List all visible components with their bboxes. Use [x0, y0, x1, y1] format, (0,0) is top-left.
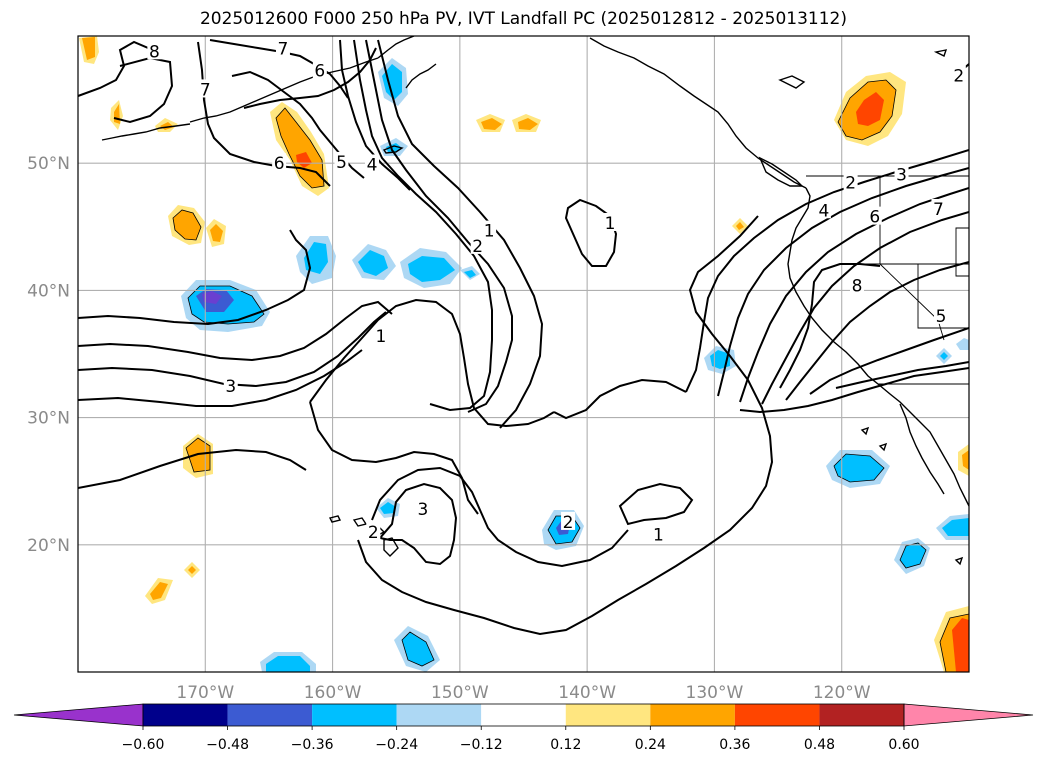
contour-label-halo: [223, 375, 238, 394]
colorbar-tick-label: −0.36: [291, 737, 334, 753]
contour-label: 5: [336, 153, 347, 173]
contour-label-halo: [816, 200, 831, 219]
shaded-anomalies: [79, 36, 969, 672]
contour-label-halo: [334, 151, 349, 170]
contour-label-halo: [272, 153, 287, 172]
contour-label: 3: [896, 166, 907, 186]
coastlines: [101, 36, 969, 566]
latitude-label: 30°N: [27, 409, 70, 429]
contour-label-halo: [470, 235, 485, 254]
longitude-label: 120°W: [813, 683, 871, 703]
colorbar-segment: [565, 704, 651, 726]
latitude-label: 20°N: [27, 536, 70, 556]
map-frame: [77, 35, 970, 673]
contour-label: 8: [149, 42, 160, 62]
contour-label: 2: [368, 523, 379, 543]
longitude-label: 130°W: [686, 683, 744, 703]
contour-label: 7: [200, 80, 211, 100]
colorbar-segment: [734, 704, 820, 726]
positive-anomalies: [79, 36, 969, 672]
colorbar-extend-max: [903, 703, 1034, 727]
colorbar-segment: [481, 704, 566, 726]
contour-label-halo: [931, 198, 946, 217]
negative-anomalies: [181, 58, 969, 672]
contour-label: 6: [274, 154, 285, 174]
contour-label-halo: [366, 522, 381, 541]
colorbar-tick-label: −0.12: [460, 737, 503, 753]
contour-label: 6: [314, 61, 325, 81]
contour-label-halo: [312, 60, 327, 79]
longitude-label: 170°W: [176, 683, 234, 703]
contour-label: 7: [933, 200, 944, 220]
latitude-label: 50°N: [27, 154, 70, 174]
gridlines: [78, 36, 969, 672]
map-title: 2025012600 F000 250 hPa PV, IVT Landfall…: [199, 9, 847, 29]
contour-label: 1: [605, 214, 616, 234]
longitude-labels: 170°W 160°W 150°W 140°W 130°W 120°W: [176, 683, 870, 703]
contour-label: 2: [472, 237, 483, 257]
contour-label-halo: [482, 220, 497, 239]
contour-label-halo: [561, 511, 576, 530]
colorbar-segment: [143, 704, 228, 726]
contour-label-halo: [373, 326, 388, 345]
shading-outlines: [172, 79, 969, 672]
contour-label: 2: [845, 173, 856, 193]
contour-label: 1: [376, 327, 387, 347]
contour-label: 8: [852, 276, 863, 296]
contour-label: 5: [936, 307, 947, 327]
colorbar-extend-min: [13, 703, 144, 727]
colorbar-tick-label: −0.60: [122, 737, 165, 753]
contour-label: 4: [367, 155, 378, 175]
colorbar-tick-label: 0.48: [804, 737, 835, 753]
contour-label-halo: [867, 206, 882, 225]
colorbar-segment: [312, 704, 397, 726]
contour-label: 7: [278, 40, 289, 60]
contour-label-halo: [147, 41, 162, 60]
colorbar-segment: [227, 704, 313, 726]
contour-label: 1: [484, 222, 495, 242]
contour-label-halo: [894, 164, 909, 183]
contour-label: 2: [563, 513, 574, 533]
colorbar-tick-label: 0.60: [888, 737, 919, 753]
colorbar: −0.60 −0.48 −0.36 −0.24 −0.12 0.12 0.24 0.36 0.4…: [13, 703, 1034, 753]
colorbar-frame: [142, 703, 905, 727]
colorbar-segment: [819, 704, 904, 726]
contour-label-halo: [198, 79, 213, 98]
contour-label-halo: [933, 305, 948, 324]
longitude-label: 140°W: [558, 683, 616, 703]
contour-label-halo: [415, 499, 430, 518]
contour-label: 2: [953, 66, 964, 86]
contour-label-halo: [849, 275, 864, 294]
longitude-label: 160°W: [304, 683, 362, 703]
colorbar-segment: [396, 704, 482, 726]
colorbar-segment: [650, 704, 735, 726]
contour-label: 3: [225, 377, 236, 397]
colorbar-tick-label: −0.48: [206, 737, 249, 753]
latitude-labels: 20°N 30°N 40°N 50°N: [27, 154, 70, 556]
colorbar-tick-label: 0.36: [719, 737, 750, 753]
colorbar-tick-label: 0.12: [550, 737, 581, 753]
colorbar-tick-label: −0.24: [375, 737, 418, 753]
latitude-label: 40°N: [27, 281, 70, 301]
contour-label-halo: [651, 524, 666, 543]
contour-label-halo: [843, 172, 858, 191]
colorbar-tick-label: 0.24: [635, 737, 666, 753]
contour-label: 1: [653, 526, 664, 546]
contour-label-halo: [365, 154, 380, 173]
contour-label-halo: [603, 212, 618, 231]
contour-label-halo: [951, 65, 966, 84]
contour-label: 4: [818, 201, 829, 221]
longitude-label: 150°W: [431, 683, 489, 703]
contour-label: 6: [869, 208, 880, 228]
contour-label-halo: [275, 38, 290, 57]
contour-label: 3: [418, 500, 429, 520]
